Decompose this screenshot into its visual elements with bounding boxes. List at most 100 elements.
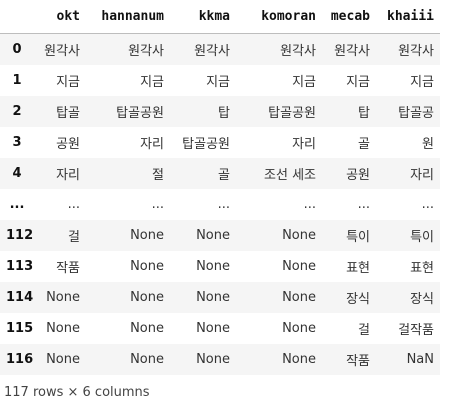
- dataframe-table: okt hannanum kkma komoran mecab khaiii 0…: [0, 0, 440, 375]
- table-cell: 탑골공원: [268, 105, 316, 121]
- row-index: ...: [9, 196, 25, 212]
- table-row: 113 작품 None None None 표현 표현: [0, 251, 440, 282]
- table-cell: None: [282, 320, 316, 336]
- table-cell: None: [130, 227, 164, 243]
- table-cell: 표현: [410, 260, 434, 276]
- table-row: 4 자리 절 골 조선 세조 공원 자리: [0, 157, 440, 189]
- table-cell: None: [130, 351, 164, 367]
- table-cell: 조선 세조: [264, 167, 316, 183]
- row-index: 114: [6, 289, 34, 305]
- table-cell: ...: [151, 196, 164, 212]
- table-cell: 원각사: [194, 43, 230, 59]
- column-header-okt: okt: [34, 0, 86, 34]
- table-cell: 걸: [68, 229, 80, 245]
- table-row: 3 공원 자리 탑골공원 자리 골 원: [0, 127, 440, 158]
- table-cell: None: [130, 289, 164, 305]
- table-row: 115 None None None None 걸 걸작품: [0, 313, 440, 344]
- table-cell: 자리: [410, 167, 434, 183]
- table-cell: 자리: [140, 136, 164, 152]
- table-row: 0 원각사 원각사 원각사 원각사 원각사 원각사: [0, 33, 440, 65]
- table-cell: None: [196, 227, 230, 243]
- table-cell: 특이: [410, 229, 434, 245]
- table-row: 2 탑골 탑골공원 탑 탑골공원 탑 탑골공: [0, 95, 440, 127]
- table-row: 1 지금 지금 지금 지금 지금 지금: [0, 65, 440, 96]
- table-cell: ...: [217, 196, 230, 212]
- table-cell: ...: [67, 196, 80, 212]
- table-cell: None: [130, 320, 164, 336]
- table-cell: 골: [218, 167, 230, 183]
- table-cell: 지금: [410, 74, 434, 90]
- row-index: 4: [12, 165, 22, 181]
- table-cell: 원각사: [334, 43, 370, 59]
- table-cell: 작품: [56, 260, 80, 276]
- table-cell: None: [196, 289, 230, 305]
- table-cell: None: [196, 320, 230, 336]
- table-cell: 특이: [346, 229, 370, 245]
- table-cell: 장식: [410, 291, 434, 307]
- row-index: 2: [12, 103, 22, 119]
- table-cell: 탑골공원: [116, 105, 164, 121]
- column-header-komoran: komoran: [236, 0, 322, 34]
- table-cell: 공원: [56, 136, 80, 152]
- table-cell: ...: [303, 196, 316, 212]
- table-cell: 작품: [346, 353, 370, 369]
- table-cell: 원각사: [398, 43, 434, 59]
- table-cell: None: [282, 351, 316, 367]
- table-cell: 지금: [206, 74, 230, 90]
- table-cell: 탑골공원: [182, 136, 230, 152]
- table-cell: 탑: [218, 105, 230, 121]
- table-cell: 지금: [56, 74, 80, 90]
- row-index: 3: [12, 134, 22, 150]
- table-cell: NaN: [406, 351, 434, 367]
- table-cell: None: [282, 227, 316, 243]
- table-cell: 지금: [346, 74, 370, 90]
- table-cell: None: [282, 289, 316, 305]
- table-cell: None: [46, 351, 80, 367]
- column-header-hannanum: hannanum: [86, 0, 170, 34]
- table-cell: ...: [421, 196, 434, 212]
- row-index: 115: [6, 320, 34, 336]
- dataframe-shape-footer: 117 rows × 6 columns: [4, 385, 150, 400]
- row-index: 0: [12, 41, 22, 57]
- table-cell: None: [282, 258, 316, 274]
- table-cell: 장식: [346, 291, 370, 307]
- table-cell: 탑골공: [398, 105, 434, 121]
- row-index: 112: [6, 227, 34, 243]
- table-cell: 공원: [346, 167, 370, 183]
- column-header-mecab: mecab: [322, 0, 376, 34]
- table-cell: 원: [422, 136, 434, 152]
- table-cell: ...: [357, 196, 370, 212]
- row-index: 113: [6, 258, 34, 274]
- table-cell: 골: [358, 136, 370, 152]
- table-row: 114 None None None None 장식 장식: [0, 281, 440, 313]
- table-cell: None: [46, 289, 80, 305]
- header-row: okt hannanum kkma komoran mecab khaiii: [0, 0, 440, 34]
- table-cell: 지금: [140, 74, 164, 90]
- table-cell: 걸작품: [398, 322, 434, 338]
- table-cell: 원각사: [44, 43, 80, 59]
- table-cell: 표현: [346, 260, 370, 276]
- table-cell: 자리: [292, 136, 316, 152]
- table-row: 112 걸 None None None 특이 특이: [0, 219, 440, 251]
- column-header-khaiii: khaiii: [376, 0, 440, 34]
- table-cell: None: [46, 320, 80, 336]
- column-header-kkma: kkma: [170, 0, 236, 34]
- index-header: [0, 0, 34, 34]
- table-body: 0 원각사 원각사 원각사 원각사 원각사 원각사 1 지금 지금 지금 지금 …: [0, 33, 440, 375]
- row-index: 1: [12, 72, 22, 88]
- table-cell: 절: [152, 167, 164, 183]
- row-index: 116: [6, 351, 34, 367]
- table-cell: 자리: [56, 167, 80, 183]
- table-cell: None: [196, 351, 230, 367]
- table-cell: 원각사: [128, 43, 164, 59]
- table-cell: 탑: [358, 105, 370, 121]
- table-cell: None: [196, 258, 230, 274]
- table-cell: None: [130, 258, 164, 274]
- table-cell: 원각사: [280, 43, 316, 59]
- table-row: 116 None None None None 작품 NaN: [0, 343, 440, 375]
- table-cell: 지금: [292, 74, 316, 90]
- table-cell: 탑골: [56, 105, 80, 121]
- table-row-ellipsis: ... ... ... ... ... ... ...: [0, 189, 440, 220]
- table-cell: 걸: [358, 322, 370, 338]
